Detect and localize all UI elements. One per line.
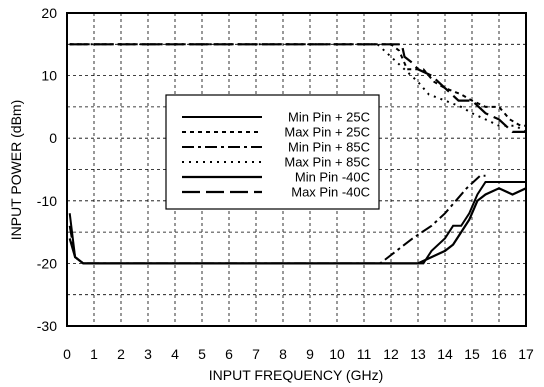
x-tick-label: 16: [491, 346, 507, 362]
legend-label: Min Pin -40C: [295, 170, 370, 185]
legend-label: Max Pin -40C: [291, 185, 370, 200]
x-tick-label: 1: [90, 346, 98, 362]
legend-label: Max Pin + 25C: [284, 125, 370, 140]
plot-frame: [66, 12, 527, 327]
legend-box: [165, 94, 380, 210]
x-tick-label: 10: [329, 346, 345, 362]
x-tick-label: 14: [437, 346, 453, 362]
legend-label: Max Pin + 85C: [284, 155, 370, 170]
y-tick-label: -10: [37, 193, 57, 209]
x-tick-label: 13: [410, 346, 426, 362]
legend-label: Min Pin + 85C: [288, 140, 370, 155]
x-tick-label: 11: [357, 346, 372, 362]
y-tick-label: -20: [37, 255, 57, 271]
y-tick-label: 20: [41, 5, 57, 21]
x-axis-label: INPUT FREQUENCY (GHz): [209, 367, 384, 383]
y-tick-label: 10: [41, 68, 57, 84]
x-tick-label: 8: [279, 346, 287, 362]
x-tick-label: 12: [383, 346, 399, 362]
series-line: [68, 187, 526, 265]
series-line: [69, 43, 526, 133]
x-tick-label: 6: [225, 346, 233, 362]
x-tick-label: 9: [306, 346, 314, 362]
series-line: [69, 43, 526, 133]
series-line: [69, 43, 526, 127]
x-tick-label: 3: [144, 346, 152, 362]
y-tick-label: -30: [37, 318, 57, 334]
x-tick-label: 4: [171, 346, 179, 362]
x-tick-label: 7: [252, 346, 260, 362]
series-layer: [68, 43, 526, 265]
legend-label: Min Pin + 25C: [288, 110, 370, 125]
y-axis-label: INPUT POWER (dBm): [8, 100, 24, 241]
x-tick-label: 15: [464, 346, 480, 362]
x-tick-label: 17: [518, 346, 534, 362]
x-tick-label: 0: [63, 346, 71, 362]
x-tick-label: 5: [198, 346, 206, 362]
x-tick-label: 2: [117, 346, 125, 362]
y-tick-label: 0: [49, 130, 57, 146]
